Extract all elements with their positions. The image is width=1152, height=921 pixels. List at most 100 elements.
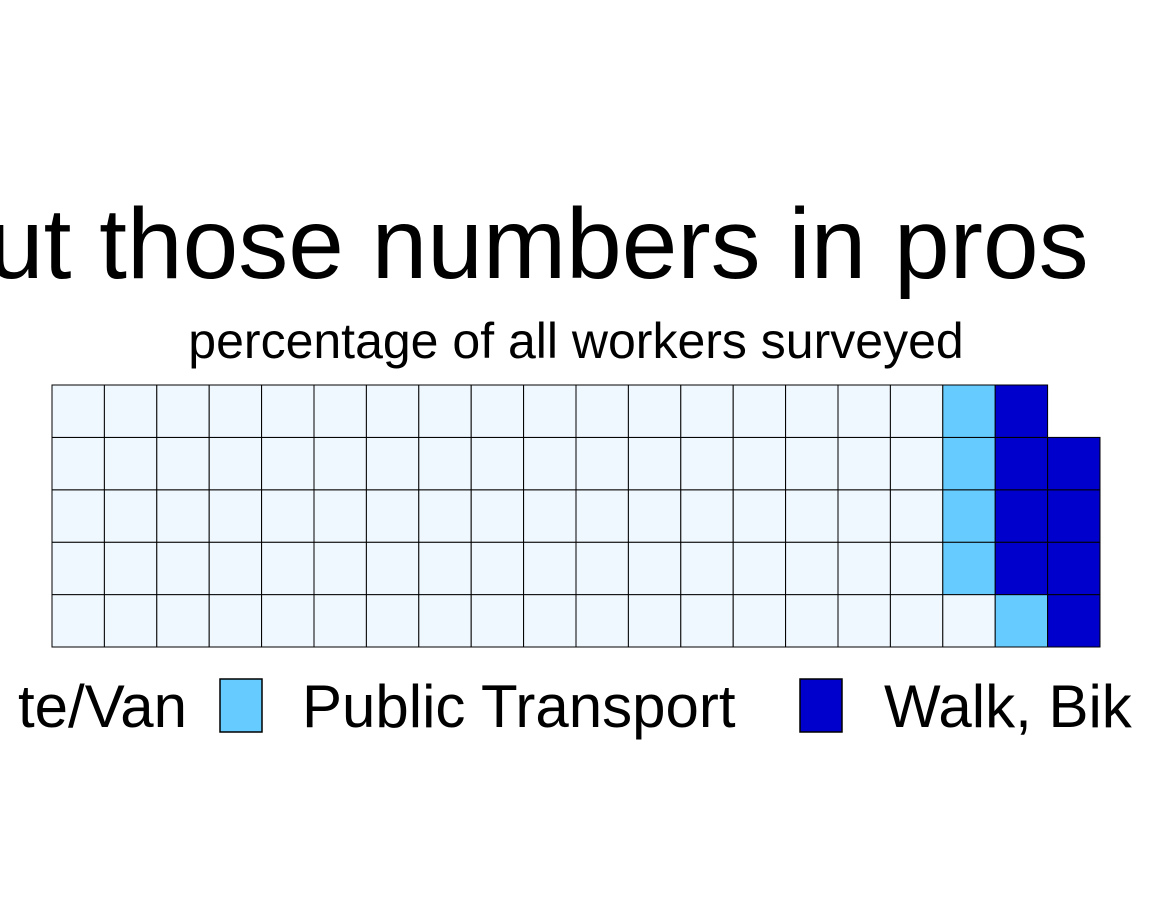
waffle-cell — [732, 489, 787, 543]
waffle-cell — [470, 384, 525, 438]
waffle-cell — [837, 594, 891, 648]
waffle-cell — [889, 384, 944, 438]
waffle-cell — [103, 489, 158, 543]
waffle-cell — [418, 436, 472, 491]
waffle-cell — [627, 489, 682, 543]
waffle-cell — [732, 541, 787, 596]
waffle-cell — [418, 594, 472, 648]
waffle-cell — [261, 594, 315, 648]
waffle-cell — [942, 541, 996, 596]
legend: te/Van Public Transport Walk, Bik — [18, 673, 1133, 740]
waffle-cell — [889, 594, 944, 648]
waffle-cell — [889, 489, 944, 543]
waffle-cell — [994, 541, 1049, 596]
waffle-cell — [680, 489, 734, 543]
waffle-cell — [313, 384, 367, 438]
waffle-cell — [470, 541, 525, 596]
waffle-grid — [51, 384, 1101, 648]
legend-label: te/Van — [18, 673, 187, 740]
waffle-cell — [156, 541, 210, 596]
waffle-cell — [365, 541, 420, 596]
waffle-cell — [103, 541, 158, 596]
legend-label: Public Transport — [302, 673, 736, 740]
waffle-cell — [523, 436, 577, 491]
waffle-cell — [680, 541, 734, 596]
waffle-cell — [1047, 489, 1101, 543]
waffle-cell — [994, 436, 1049, 491]
waffle-cell — [51, 541, 105, 596]
waffle-cell — [103, 436, 158, 491]
waffle-cell — [837, 384, 891, 438]
waffle-cell — [889, 541, 944, 596]
waffle-cell — [785, 436, 839, 491]
waffle-cell — [365, 594, 420, 648]
legend-swatch — [219, 678, 263, 733]
waffle-cell — [523, 384, 577, 438]
waffle-cell — [785, 541, 839, 596]
waffle-cell — [680, 436, 734, 491]
waffle-cell — [732, 436, 787, 491]
legend-label: Walk, Bik — [884, 673, 1133, 740]
waffle-cell — [103, 384, 158, 438]
waffle-cell — [523, 594, 577, 648]
waffle-cell — [156, 384, 210, 438]
waffle-cell — [627, 384, 682, 438]
waffle-cell — [785, 489, 839, 543]
waffle-cell — [208, 489, 263, 543]
waffle-cell — [470, 594, 525, 648]
waffle-cell — [680, 594, 734, 648]
waffle-cell — [313, 436, 367, 491]
waffle-cell — [523, 541, 577, 596]
waffle-cell — [208, 384, 263, 438]
waffle-cell — [575, 594, 629, 648]
waffle-cell — [156, 436, 210, 491]
waffle-cell — [261, 436, 315, 491]
waffle-cell — [889, 436, 944, 491]
waffle-cell — [313, 489, 367, 543]
waffle-cell — [627, 594, 682, 648]
waffle-cell — [575, 436, 629, 491]
waffle-cell — [261, 384, 315, 438]
waffle-cell — [627, 436, 682, 491]
waffle-cell — [418, 489, 472, 543]
waffle-cell — [418, 541, 472, 596]
waffle-cell — [208, 436, 263, 491]
waffle-cell — [418, 384, 472, 438]
waffle-cell — [51, 436, 105, 491]
waffle-cell — [942, 436, 996, 491]
waffle-cell — [732, 594, 787, 648]
waffle-cell — [470, 489, 525, 543]
waffle-cell — [51, 384, 105, 438]
waffle-cell — [575, 489, 629, 543]
waffle-cell — [680, 384, 734, 438]
waffle-cell — [156, 489, 210, 543]
waffle-cell — [261, 489, 315, 543]
waffle-cell — [365, 436, 420, 491]
waffle-cell — [365, 489, 420, 543]
waffle-cell — [1047, 541, 1101, 596]
waffle-cell — [575, 541, 629, 596]
waffle-cell — [313, 541, 367, 596]
waffle-cell — [942, 384, 996, 438]
waffle-cell — [994, 489, 1049, 543]
waffle-cell — [523, 489, 577, 543]
waffle-cell — [208, 541, 263, 596]
waffle-cell — [51, 489, 105, 543]
waffle-cell — [103, 594, 158, 648]
waffle-cell — [51, 594, 105, 648]
waffle-cell — [1047, 436, 1101, 491]
waffle-cell — [575, 384, 629, 438]
waffle-cell — [470, 436, 525, 491]
waffle-cell — [156, 594, 210, 648]
waffle-cell — [365, 384, 420, 438]
waffle-cell — [1047, 594, 1101, 648]
waffle-cell — [785, 384, 839, 438]
waffle-cell — [785, 594, 839, 648]
waffle-cell — [732, 384, 787, 438]
legend-swatch — [799, 678, 843, 733]
waffle-cell — [261, 541, 315, 596]
chart-title: ut those numbers in pros — [0, 188, 1089, 300]
waffle-cell — [837, 436, 891, 491]
waffle-cell — [994, 384, 1049, 438]
